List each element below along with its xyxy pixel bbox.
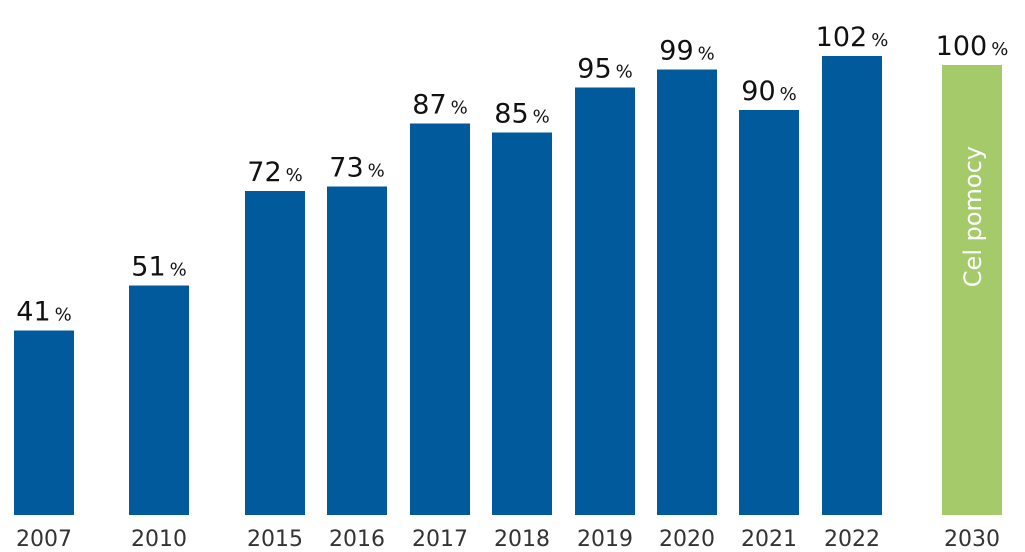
- x-tick-label: 2030: [944, 527, 1000, 552]
- value-label: 102%: [816, 22, 889, 53]
- bar: [739, 110, 799, 515]
- value-unit: %: [451, 98, 468, 119]
- x-tick-label: 2020: [659, 527, 715, 552]
- value-unit: %: [871, 30, 888, 51]
- value-unit: %: [991, 39, 1008, 60]
- value-number: 51: [131, 252, 165, 283]
- value-unit: %: [368, 161, 385, 182]
- value-unit: %: [780, 84, 797, 105]
- x-tick-label: 2018: [494, 527, 550, 552]
- value-unit: %: [698, 44, 715, 65]
- value-number: 41: [16, 297, 50, 328]
- value-label: 90%: [741, 76, 796, 107]
- value-label: 100%: [936, 31, 1009, 62]
- value-label: 73%: [329, 153, 384, 184]
- value-number: 95: [577, 54, 611, 85]
- value-number: 99: [659, 36, 693, 67]
- value-unit: %: [170, 260, 187, 281]
- bar: [14, 330, 74, 515]
- value-label: 51%: [131, 252, 186, 283]
- value-number: 90: [741, 76, 775, 107]
- bar: [245, 191, 305, 515]
- value-label: 72%: [247, 157, 302, 188]
- bar: [327, 186, 387, 515]
- bar: [492, 132, 552, 515]
- value-label: 99%: [659, 36, 714, 67]
- value-unit: %: [286, 165, 303, 186]
- x-tick-label: 2010: [131, 527, 187, 552]
- x-tick-label: 2007: [16, 527, 72, 552]
- value-label: 95%: [577, 54, 632, 85]
- x-tick-label: 2019: [577, 527, 633, 552]
- value-label: 87%: [412, 90, 467, 121]
- x-tick-label: 2017: [412, 527, 468, 552]
- value-unit: %: [55, 305, 72, 326]
- x-tick-label: 2016: [329, 527, 385, 552]
- value-number: 85: [494, 99, 528, 130]
- bar: [410, 123, 470, 515]
- value-number: 72: [247, 157, 281, 188]
- bar: [575, 87, 635, 515]
- target-bar-label: Cel pomocy: [959, 146, 987, 287]
- x-tick-label: 2022: [824, 527, 880, 552]
- value-number: 73: [329, 153, 363, 184]
- x-tick-label: 2015: [247, 527, 303, 552]
- value-number: 87: [412, 90, 446, 121]
- target-bar: [942, 65, 1002, 515]
- value-unit: %: [533, 107, 550, 128]
- value-number: 102: [816, 22, 868, 53]
- bar: [129, 285, 189, 515]
- x-tick-label: 2021: [741, 527, 797, 552]
- value-number: 100: [936, 31, 988, 62]
- value-label: 85%: [494, 99, 549, 130]
- value-unit: %: [616, 62, 633, 83]
- value-label: 41%: [16, 297, 71, 328]
- bar: [657, 69, 717, 515]
- bar: [822, 56, 882, 515]
